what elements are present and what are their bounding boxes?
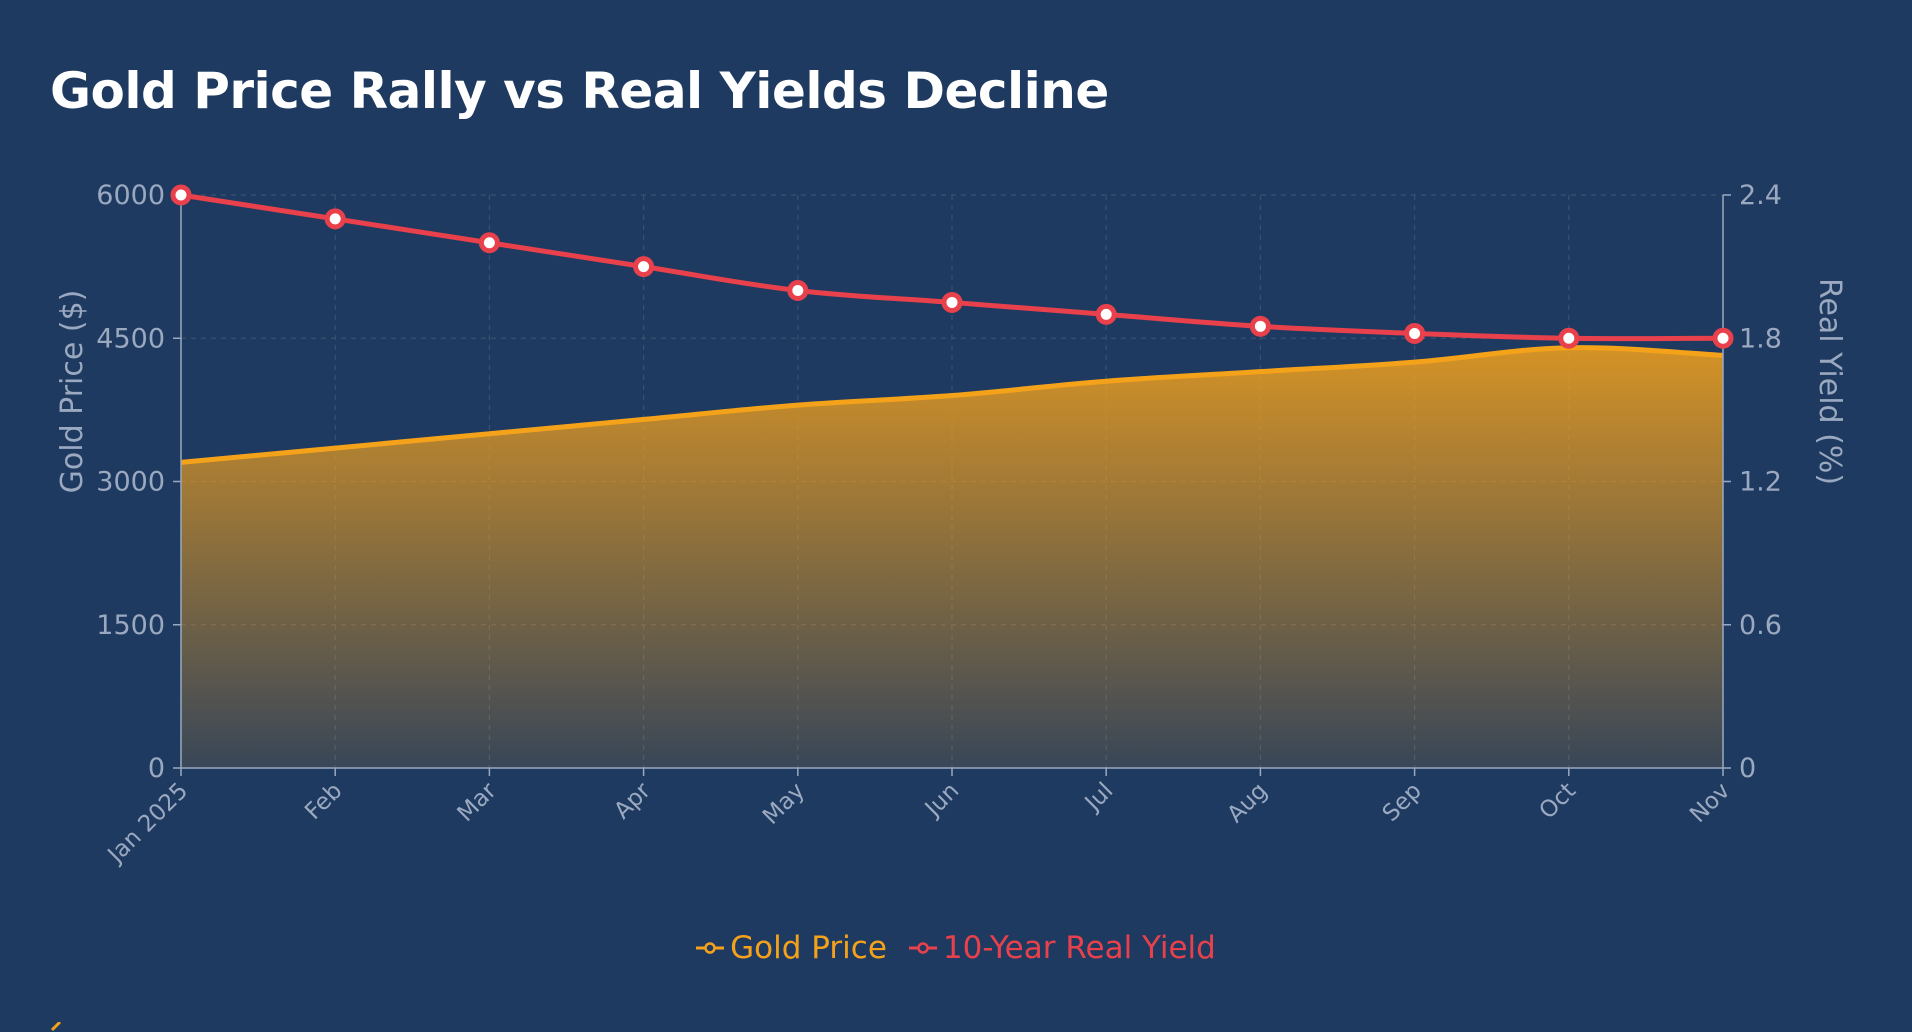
legend-label-gold-price: Gold Price bbox=[730, 930, 887, 966]
left-tick-label: 6000 bbox=[96, 180, 165, 211]
corner-chevron-icon bbox=[50, 1022, 62, 1032]
x-tick-label: May bbox=[758, 778, 810, 830]
real-yield-point bbox=[1404, 322, 1426, 344]
x-tick-label: Sep bbox=[1378, 778, 1427, 827]
chart-title: Gold Price Rally vs Real Yields Decline bbox=[50, 62, 1109, 120]
real-yield-point bbox=[1558, 327, 1580, 349]
right-tick-label: 0 bbox=[1739, 753, 1756, 784]
left-axis-title: Gold Price ($) bbox=[55, 290, 90, 494]
real-yield-point bbox=[633, 256, 655, 278]
x-tick-label: Feb bbox=[300, 778, 347, 825]
gold-line-marker-icon bbox=[696, 942, 725, 954]
right-tick-label: 0.6 bbox=[1739, 610, 1782, 641]
right-tick-label: 1.2 bbox=[1739, 467, 1782, 498]
left-tick-label: 1500 bbox=[96, 610, 165, 641]
x-tick-label: Jul bbox=[1079, 778, 1118, 817]
left-tick-label: 0 bbox=[148, 753, 165, 784]
x-tick-label: Nov bbox=[1685, 778, 1735, 828]
legend-label-real-yield: 10-Year Real Yield bbox=[942, 930, 1216, 966]
legend-item-real-yield[interactable]: 10-Year Real Yield bbox=[908, 930, 1216, 966]
real-yield-point bbox=[1249, 315, 1271, 337]
real-yield-point bbox=[941, 291, 963, 313]
x-tick-label: Apr bbox=[609, 777, 656, 824]
gold-price-area bbox=[181, 347, 1723, 768]
x-tick-label: Oct bbox=[1535, 778, 1582, 825]
real-yield-line-layer bbox=[170, 184, 1734, 349]
real-yield-point bbox=[1095, 303, 1117, 325]
gold-price-area-layer bbox=[180, 345, 1724, 768]
real-yield-point bbox=[787, 280, 809, 301]
x-tick-label: Jan 2025 bbox=[102, 778, 193, 869]
right-tick-label: 1.8 bbox=[1739, 323, 1782, 354]
chart-legend: Gold Price 10-Year Real Yield bbox=[0, 930, 1912, 966]
left-tick-label: 4500 bbox=[96, 323, 165, 354]
real-yield-point bbox=[170, 184, 192, 206]
x-tick-label: Mar bbox=[453, 777, 502, 826]
gold-price-line bbox=[180, 345, 1724, 465]
real-yield-point bbox=[1712, 327, 1734, 349]
right-axis-title: Real Yield (%) bbox=[1812, 278, 1847, 485]
x-tick-label: Jun bbox=[919, 778, 964, 823]
x-tick-label: Aug bbox=[1222, 778, 1272, 828]
right-tick-label: 2.4 bbox=[1739, 180, 1782, 211]
legend-item-gold-price[interactable]: Gold Price bbox=[696, 930, 887, 966]
real-yield-point bbox=[478, 232, 500, 254]
left-tick-label: 3000 bbox=[96, 467, 165, 498]
real-yield-point bbox=[324, 208, 346, 230]
yield-line-marker-icon bbox=[908, 942, 937, 954]
